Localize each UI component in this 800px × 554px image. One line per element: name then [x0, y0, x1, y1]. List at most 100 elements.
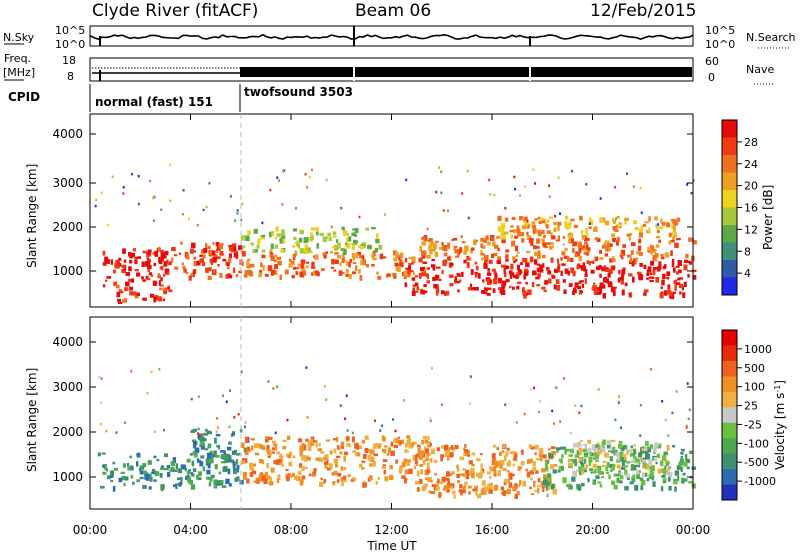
velocity-cell [563, 377, 566, 380]
velocity-cell [470, 467, 475, 474]
power-cell [542, 243, 547, 248]
velocity-cell [520, 460, 525, 466]
power-cell [270, 243, 274, 249]
power-cell [652, 254, 656, 261]
power-cell [416, 286, 420, 291]
velocity-cell [325, 398, 328, 401]
velocity-cell [393, 444, 398, 449]
velocity-cell [422, 459, 426, 465]
velocity-cell [504, 478, 509, 484]
power-cell [457, 252, 460, 257]
power-cell [435, 190, 438, 194]
velocity-cell [517, 466, 521, 471]
power-cell [625, 172, 628, 176]
power-cell [311, 168, 314, 172]
power-cell [505, 279, 510, 283]
velocity-cell [398, 467, 403, 473]
power-cell [574, 282, 579, 288]
velocity-cell [324, 466, 329, 469]
velocity-cell [640, 480, 646, 486]
velocity-cell [441, 476, 447, 483]
velocity-cell [685, 426, 688, 429]
power-cell [570, 218, 575, 222]
power-cell [405, 267, 410, 270]
velocity-cell [643, 462, 647, 466]
velocity-cell [508, 472, 513, 477]
velocity-cell [427, 435, 430, 441]
power-cell [340, 248, 345, 251]
velocity-cell [629, 453, 633, 457]
velocity-cell [173, 484, 178, 488]
velocity-cell [562, 477, 567, 484]
velocity-cell [631, 459, 635, 464]
power-cell [493, 193, 496, 197]
power-cell [550, 232, 553, 236]
power-cell [660, 218, 663, 224]
power-cell [408, 263, 412, 268]
velocity-cell [534, 444, 539, 450]
velocity-cell [404, 477, 407, 484]
velocity-cell [101, 452, 106, 455]
velocity-cell [546, 493, 549, 498]
velocity-cell [102, 464, 105, 468]
power-cell [154, 250, 159, 257]
velocity-cell [465, 474, 470, 480]
power-cell [549, 241, 554, 246]
velocity-cell [131, 481, 135, 485]
power-cell [581, 235, 585, 240]
power-cell [692, 274, 697, 280]
velocity-cell [621, 461, 625, 467]
power-cell [226, 262, 230, 267]
power-cell [163, 261, 168, 267]
power-cell [142, 279, 146, 282]
power-cell [443, 252, 448, 257]
velocity-cell [120, 471, 125, 474]
velocity-cell [341, 480, 344, 487]
velocity-cell [594, 447, 598, 451]
velocity-cell [502, 490, 506, 497]
velocity-cell [178, 482, 183, 486]
velocity-cell [344, 417, 347, 421]
velocity-cell [424, 448, 429, 454]
velocity-cell [277, 474, 281, 481]
velocity-cell [267, 380, 270, 383]
power-cell [511, 286, 515, 290]
power-cell [171, 246, 176, 252]
velocity-cell [239, 428, 243, 433]
power-cell [569, 257, 574, 263]
velocity-cell [454, 444, 459, 450]
power-cell [193, 260, 198, 267]
velocity-cell [206, 476, 211, 480]
velocity-cell [619, 475, 624, 480]
velocity-cell [624, 469, 628, 476]
power-cell [489, 279, 493, 284]
power-cell [553, 221, 558, 225]
power-cell [579, 241, 582, 246]
velocity-cell [500, 486, 505, 491]
velocity-cell [308, 473, 312, 477]
power-cell [536, 267, 542, 272]
power-cell [597, 292, 601, 295]
velocity-cell [362, 480, 366, 484]
velocity-cell [351, 431, 354, 435]
power-cell [294, 250, 298, 256]
velocity-cell [415, 481, 420, 485]
power-cell [580, 290, 584, 294]
power-cell [208, 250, 213, 254]
power-cell [655, 224, 658, 228]
velocity-cell [503, 455, 507, 462]
power-cell [606, 278, 610, 284]
power-cell [644, 221, 649, 224]
power-cell [302, 270, 307, 276]
power-cell [513, 175, 516, 179]
velocity-cell [572, 442, 577, 448]
power-cell [134, 259, 138, 265]
power-cell [330, 225, 333, 229]
power-cell [633, 258, 637, 261]
power-cell [185, 271, 189, 275]
velocity-cell [688, 480, 693, 484]
power-cell [650, 260, 655, 266]
power-cell [348, 261, 351, 268]
power-cell [533, 182, 536, 185]
